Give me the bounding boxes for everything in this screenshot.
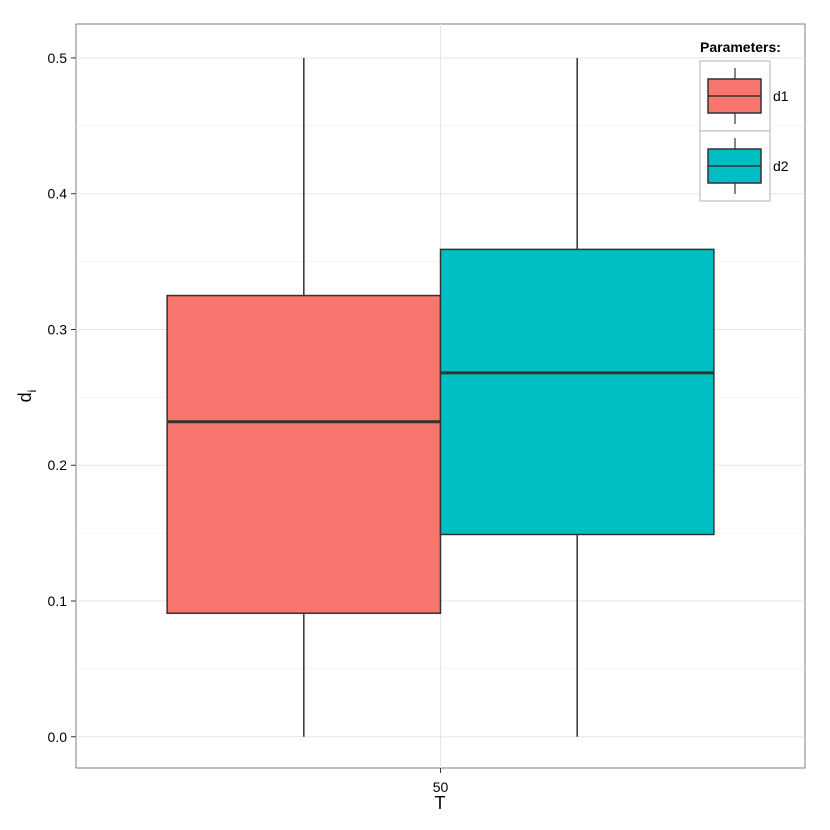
box-d2 [439,248,715,536]
axes: 0.0 0.1 0.2 0.3 0.4 0.5 50 [48,50,449,795]
x-tick-label: 50 [433,779,449,795]
y-axis-title-main: d [15,392,35,402]
legend: Parameters: d1 d2 [699,39,789,202]
legend-label-d1: d1 [773,88,789,104]
y-tick-label: 0.3 [48,321,68,337]
y-tick-label: 0.5 [48,50,68,66]
legend-title: Parameters: [700,39,781,55]
y-tick-label: 0.2 [48,457,68,473]
x-axis-title: T [435,793,446,813]
y-tick-label: 0.0 [48,729,68,745]
boxes [166,57,715,737]
svg-text:di: di [15,390,39,403]
legend-label-d2: d2 [773,158,789,174]
y-axis-title-subscript: i [25,390,39,393]
box-d1 [166,294,442,614]
y-tick-label: 0.1 [48,593,68,609]
y-axis-title: di [15,390,39,403]
y-tick-label: 0.4 [48,186,68,202]
